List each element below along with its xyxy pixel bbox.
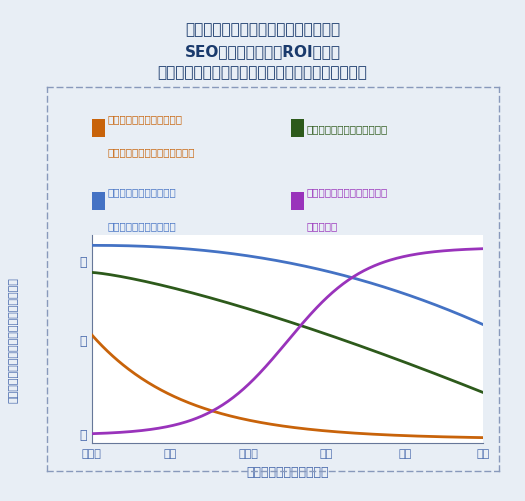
Text: コンテンツのライセンス供与: コンテンツのライセンス供与 bbox=[307, 186, 388, 196]
Bar bbox=[291, 193, 304, 211]
Text: ＋提携契約: ＋提携契約 bbox=[307, 220, 338, 230]
Text: サイトのリンクプロファイルに対する価値: サイトのリンクプロファイルに対する価値 bbox=[8, 277, 18, 402]
Text: 手作業によるリンク依頼、: 手作業によるリンク依頼、 bbox=[107, 113, 182, 123]
Bar bbox=[92, 120, 105, 138]
Text: コンテンツの作成と宣伝: コンテンツの作成と宣伝 bbox=[107, 220, 176, 230]
Bar bbox=[291, 120, 304, 138]
X-axis label: サイトの到達度／成熟度: サイトの到達度／成熟度 bbox=[246, 465, 329, 478]
Text: リンクベイト＋バイラル: リンクベイト＋バイラル bbox=[107, 186, 176, 196]
Bar bbox=[92, 193, 105, 211]
Text: メディアの注目＋広報／報道: メディアの注目＋広報／報道 bbox=[307, 124, 388, 134]
Text: 各種リンクビルディングから得られる
SEOの投資対効果（ROI）は、
ブランドの規模とリーチ（到達度）によって変わる: 各種リンクビルディングから得られる SEOの投資対効果（ROI）は、 ブランドの… bbox=[158, 23, 368, 80]
Text: ディレクトリ、記事の投稿など: ディレクトリ、記事の投稿など bbox=[107, 147, 195, 157]
